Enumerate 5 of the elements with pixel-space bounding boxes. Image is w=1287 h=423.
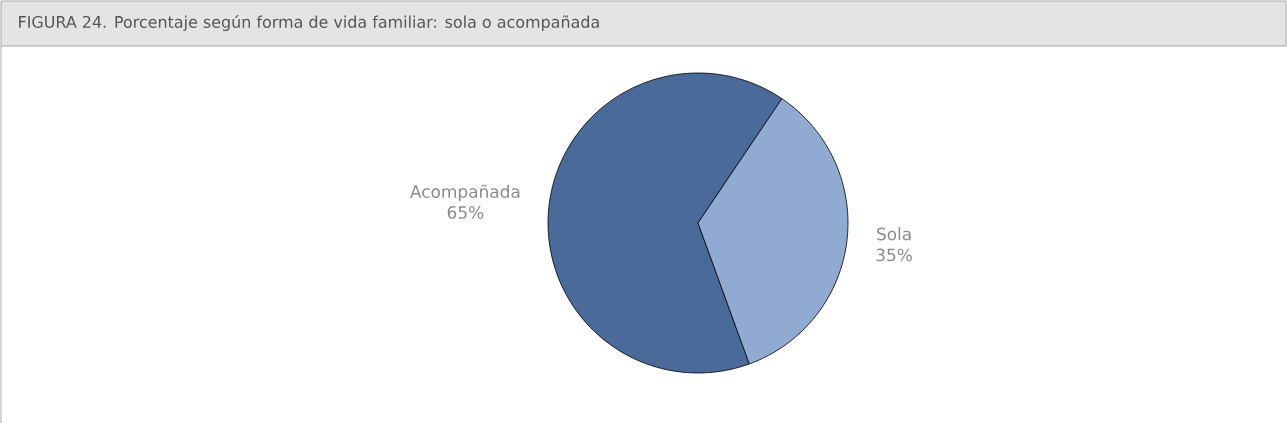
data-label: 65% [447,205,484,219]
slice-label: Acompañada [410,184,520,201]
slice-label: Sola [877,227,911,241]
chart-title: FIGURA 24. Porcentaje según forma de vida familiar: sola o acompañada [19,14,599,31]
data-label: 35% [876,248,912,262]
